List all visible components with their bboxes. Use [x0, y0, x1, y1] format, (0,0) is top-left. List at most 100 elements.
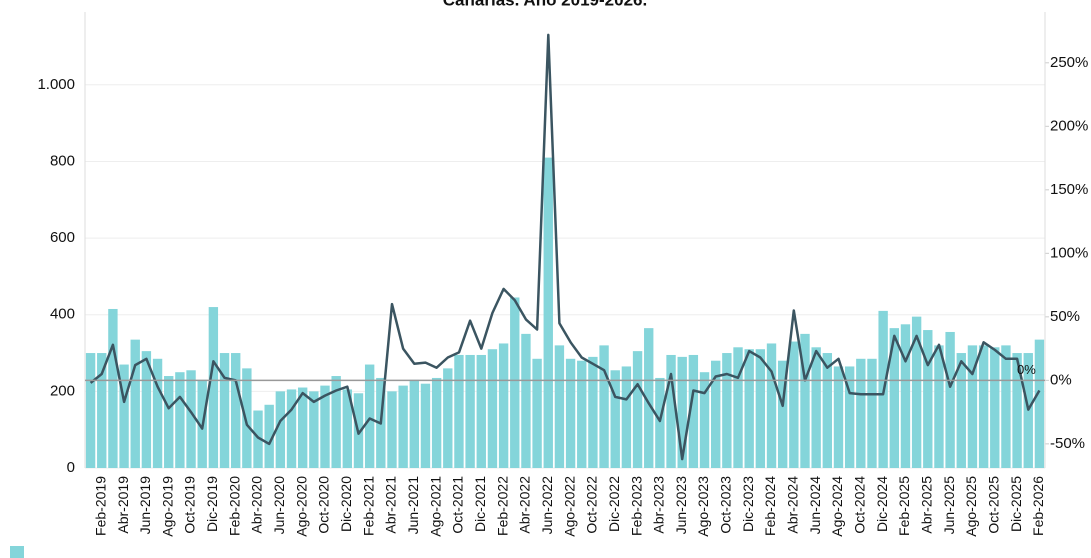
- y-tick-label: 200: [50, 382, 75, 399]
- y2-tick-label: 150%: [1050, 181, 1088, 198]
- bar: [510, 297, 520, 468]
- y2-tick-label: 50%: [1050, 308, 1080, 325]
- x-tick-label: Jun-2023: [673, 476, 689, 535]
- bar: [923, 330, 933, 468]
- x-tick-label: Abr-2021: [383, 476, 399, 534]
- bar: [621, 366, 632, 468]
- x-tick-label: Feb-2025: [896, 476, 912, 536]
- x-tick-label: Oct-2019: [182, 476, 198, 534]
- x-tick-label: Feb-2021: [360, 476, 376, 536]
- bar: [666, 354, 676, 468]
- x-tick-label: Oct-2025: [985, 476, 1001, 534]
- bar: [331, 376, 341, 468]
- bar: [956, 353, 966, 468]
- bar: [297, 387, 308, 468]
- bar: [85, 353, 96, 468]
- bar: [431, 377, 442, 468]
- bar: [543, 157, 553, 468]
- annotation: 0%: [1017, 362, 1036, 377]
- x-tick-label: Feb-2026: [1030, 476, 1046, 536]
- bar: [800, 333, 810, 468]
- x-tick-label: Dic-2020: [338, 476, 354, 532]
- x-tick-label: Dic-2022: [606, 476, 622, 532]
- bar: [554, 345, 565, 468]
- x-tick-label: Oct-2022: [584, 476, 600, 534]
- x-tick-label: Abr-2022: [517, 476, 533, 534]
- bar: [711, 360, 721, 468]
- bar: [498, 343, 509, 468]
- x-tick-label: Feb-2022: [494, 476, 510, 536]
- x-tick-label: Jun-2021: [405, 476, 421, 535]
- y-tick-label: 400: [50, 306, 75, 323]
- bar: [398, 385, 408, 468]
- x-tick-label: Oct-2021: [450, 476, 466, 534]
- bar: [387, 391, 397, 468]
- x-tick-label: Ago-2020: [293, 476, 309, 537]
- bar: [856, 358, 866, 468]
- bar: [945, 331, 955, 468]
- bar: [655, 377, 665, 468]
- y2-tick-label: 200%: [1050, 117, 1088, 134]
- x-tick-label: Dic-2024: [874, 476, 890, 532]
- y2-tick-label: -50%: [1050, 435, 1085, 452]
- x-tick-label: Ago-2024: [829, 476, 845, 537]
- bar: [777, 360, 788, 468]
- bar: [577, 360, 587, 468]
- x-tick-label: Jun-2024: [807, 476, 823, 535]
- bar: [130, 339, 140, 468]
- bar: [286, 389, 297, 468]
- x-tick-label: Feb-2024: [762, 476, 778, 536]
- bar: [521, 333, 531, 468]
- y-tick-label: 800: [50, 152, 75, 169]
- bar: [889, 328, 899, 468]
- x-tick-label: Dic-2021: [472, 476, 488, 532]
- bar: [688, 354, 699, 468]
- x-tick-label: Ago-2025: [963, 476, 979, 537]
- bar: [990, 347, 1000, 468]
- bar: [565, 358, 576, 468]
- x-tick-label: Dic-2019: [204, 476, 220, 532]
- x-tick-label: Abr-2024: [785, 476, 801, 534]
- bar: [119, 364, 129, 468]
- bar: [186, 370, 196, 468]
- bar: [264, 404, 274, 468]
- bar: [1001, 345, 1011, 468]
- bar: [722, 353, 732, 468]
- bar: [152, 358, 163, 468]
- bar: [811, 347, 821, 468]
- x-tick-label: Jun-2020: [271, 476, 287, 535]
- bar: [242, 368, 252, 468]
- bar: [108, 308, 118, 468]
- bar: [677, 356, 687, 468]
- bar: [487, 349, 498, 468]
- bar: [364, 364, 375, 468]
- line: [89, 33, 1041, 461]
- bar: [1012, 353, 1022, 468]
- x-tick-label: Abr-2025: [918, 476, 934, 534]
- y-tick-label: 1.000: [37, 76, 75, 93]
- chart-title: Canarias. Año 2019-2026.: [443, 0, 647, 9]
- x-tick-label: Feb-2020: [226, 476, 242, 536]
- bar: [934, 345, 944, 468]
- bar: [588, 356, 598, 468]
- bar: [231, 353, 241, 468]
- bar: [465, 354, 475, 468]
- bar: [164, 376, 174, 468]
- x-tick-label: Jun-2025: [941, 476, 957, 535]
- bar: [599, 345, 609, 468]
- bar: [320, 385, 330, 468]
- x-tick-label: Ago-2021: [427, 476, 443, 537]
- x-tick-label: Ago-2019: [159, 476, 175, 537]
- bar: [275, 391, 286, 468]
- bar: [1034, 339, 1045, 468]
- x-tick-label: Jun-2019: [137, 476, 153, 535]
- x-tick-label: Oct-2023: [718, 476, 734, 534]
- bar: [733, 347, 743, 468]
- x-tick-label: Dic-2025: [1008, 476, 1024, 532]
- bar: [141, 351, 152, 468]
- bar: [867, 358, 877, 468]
- x-tick-label: Oct-2024: [852, 476, 868, 534]
- bar: [97, 353, 107, 468]
- bar: [443, 368, 453, 468]
